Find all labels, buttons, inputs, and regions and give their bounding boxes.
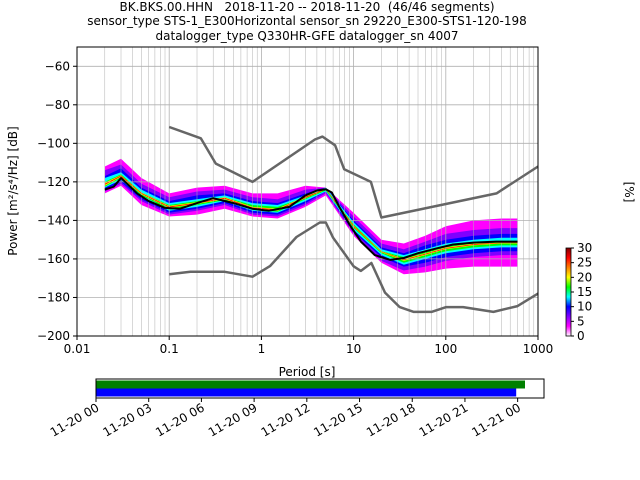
colorbar-tick-label: 10 [577, 300, 592, 314]
pdf-layer [104, 158, 518, 275]
pdf-band-3 [104, 172, 518, 265]
x-tick-label: 0.01 [64, 342, 91, 356]
y-tick-label: −100 [37, 136, 70, 150]
y-tick-label: −200 [37, 329, 70, 343]
x-tick-label: 0.1 [160, 342, 179, 356]
title-line-2: sensor_type STS-1_E300Horizontal sensor_… [87, 14, 527, 28]
y-tick-label: −160 [37, 252, 70, 266]
y-tick-label: −80 [45, 98, 70, 112]
x-tick-label: 100 [434, 342, 457, 356]
colorbar [565, 247, 572, 337]
x-axis-label: Period [s] [279, 365, 336, 379]
colorbar-label: [%] [622, 182, 636, 203]
timeline-tick-label: 11-21 00 [469, 400, 523, 439]
x-tick-label: 10 [346, 342, 361, 356]
timeline-tick-label: 11-20 18 [364, 400, 418, 439]
pdf-band-1 [104, 164, 518, 271]
noise-model-layer [104, 125, 539, 314]
timeline-bar-1 [96, 388, 517, 397]
y-tick-label: −140 [37, 213, 70, 227]
title-line-1: BK.BKS.00.HHN 2018-11-20 -- 2018-11-20 (… [119, 0, 495, 14]
timeline-tick-label: 11-20 03 [100, 400, 154, 439]
colorbar-tick-label: 20 [577, 270, 592, 284]
pdf-band-0 [104, 158, 518, 275]
series-nlnm [169, 221, 539, 314]
main-axes-frame [76, 46, 539, 337]
timeline-tick-label: 11-20 06 [153, 400, 207, 439]
series-nhnm [168, 125, 539, 219]
timeline-tick-label: 11-20 00 [48, 400, 102, 439]
pdf-band-2 [104, 168, 518, 267]
series-mode [104, 177, 518, 261]
x-tick-label: 1 [258, 342, 266, 356]
y-tick-label: −60 [45, 59, 70, 73]
colorbar-tick-label: 5 [577, 314, 585, 328]
axis-layer: 0.01 0.1 1 10 100 1000 −200 −180 −160 −140 −120 −10… [37, 59, 553, 356]
timeline-tick-label: 11-20 12 [259, 400, 313, 439]
timeline-frame [95, 378, 545, 399]
colorbar-tick-label: 25 [577, 256, 592, 270]
timeline-tick-label: 11-20 15 [311, 400, 365, 439]
timeline-tick-label: 11-20 21 [417, 400, 471, 439]
x-tick-label: 1000 [523, 342, 554, 356]
timeline-bar-0 [96, 380, 525, 389]
title-line-3: datalogger_type Q330HR-GFE datalogger_sn… [155, 29, 459, 43]
colorbar-tick-label: 15 [577, 285, 592, 299]
colorbar-tick-label: 30 [577, 241, 592, 255]
y-tick-label: −120 [37, 175, 70, 189]
y-axis-label: Power [m²/s⁴/Hz] [dB] [6, 126, 20, 255]
timeline-tick-label: 11-20 09 [206, 400, 260, 439]
colorbar-tick-label: 0 [577, 329, 585, 343]
y-tick-label: −180 [37, 291, 70, 305]
